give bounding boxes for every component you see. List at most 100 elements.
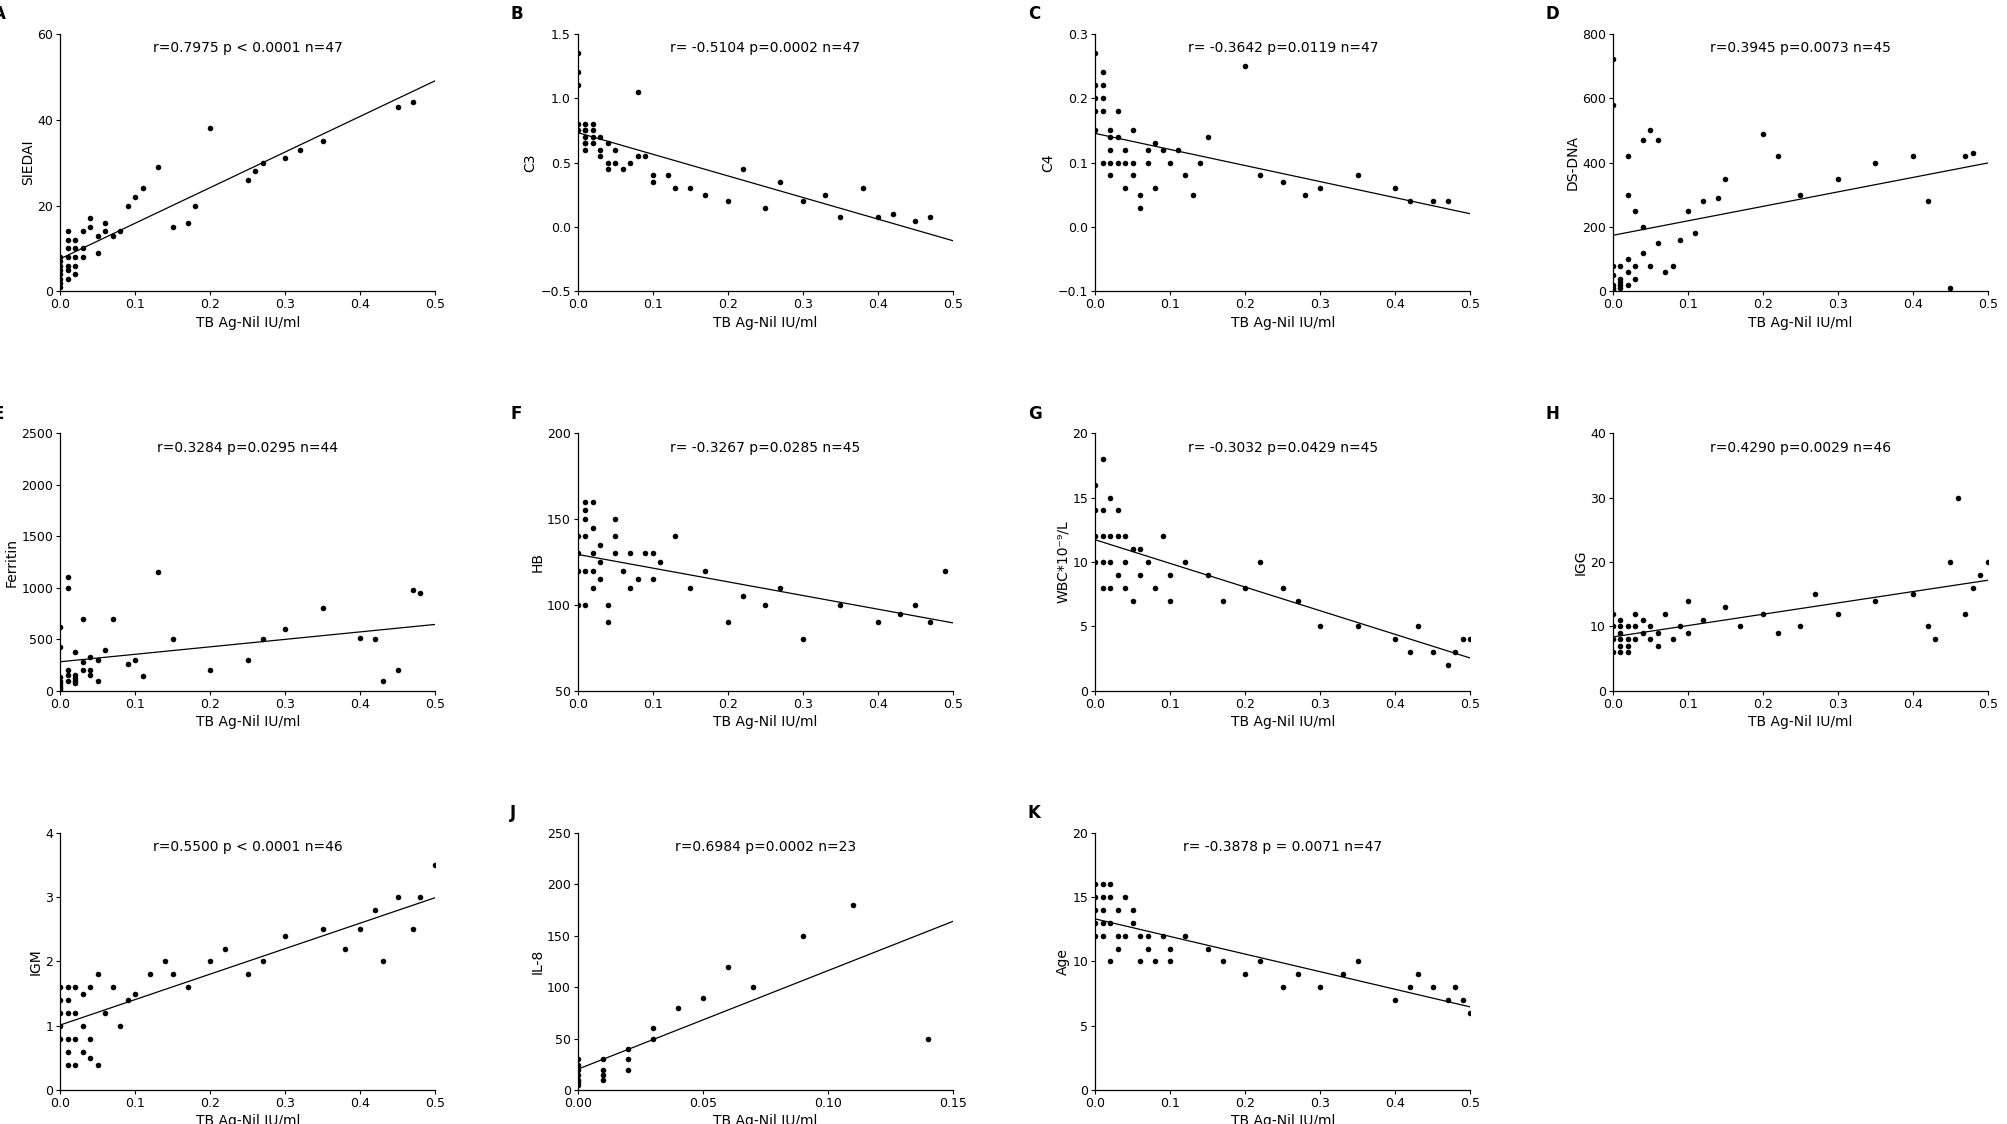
- Point: [1168, 926, 1200, 944]
- Text: r= -0.3267 p=0.0285 n=45: r= -0.3267 p=0.0285 n=45: [670, 441, 861, 455]
- Point: [231, 966, 263, 984]
- Point: [1604, 637, 1636, 655]
- Point: [44, 1017, 76, 1035]
- Point: [1116, 541, 1148, 559]
- Point: [1108, 579, 1140, 597]
- Point: [44, 681, 76, 699]
- Point: [52, 223, 84, 241]
- Point: [1604, 631, 1636, 649]
- Point: [52, 1030, 84, 1048]
- Point: [1108, 154, 1140, 172]
- Point: [861, 613, 893, 631]
- Point: [1094, 527, 1126, 545]
- Point: [562, 63, 594, 81]
- Point: [1078, 888, 1110, 906]
- Point: [343, 629, 375, 647]
- Point: [1686, 611, 1718, 629]
- Point: [1604, 277, 1636, 294]
- Y-axis label: SIEDAI: SIEDAI: [20, 139, 34, 185]
- Point: [82, 671, 114, 689]
- Point: [1341, 166, 1373, 184]
- Point: [598, 544, 630, 562]
- Point: [1184, 154, 1216, 172]
- Point: [1604, 273, 1636, 291]
- Point: [1102, 102, 1134, 120]
- Point: [592, 613, 624, 631]
- Point: [1086, 888, 1118, 906]
- Point: [1192, 128, 1224, 146]
- Point: [1094, 579, 1126, 597]
- Point: [1612, 263, 1644, 281]
- Point: [58, 667, 90, 685]
- Point: [58, 978, 90, 996]
- Point: [52, 579, 84, 597]
- Point: [1618, 605, 1650, 623]
- Point: [612, 1050, 644, 1068]
- Point: [612, 1040, 644, 1058]
- Point: [307, 133, 339, 151]
- Point: [1228, 966, 1260, 984]
- Point: [1642, 637, 1674, 655]
- Point: [913, 613, 945, 631]
- Point: [598, 510, 630, 528]
- Point: [1108, 180, 1140, 198]
- X-axis label: TB Ag-Nil IU/ml: TB Ag-Nil IU/ml: [712, 1114, 817, 1124]
- Point: [52, 239, 84, 257]
- X-axis label: TB Ag-Nil IU/ml: TB Ag-Nil IU/ml: [1748, 715, 1852, 729]
- Point: [636, 1030, 668, 1048]
- Point: [44, 253, 76, 271]
- Point: [568, 140, 600, 158]
- Point: [749, 199, 781, 217]
- Point: [749, 596, 781, 614]
- Point: [1124, 185, 1156, 203]
- Point: [52, 1043, 84, 1061]
- Point: [359, 901, 391, 919]
- Y-axis label: HB: HB: [530, 552, 544, 572]
- Point: [861, 208, 893, 226]
- Point: [1244, 952, 1276, 970]
- Point: [606, 562, 638, 580]
- Point: [149, 952, 181, 970]
- Point: [1656, 631, 1688, 649]
- X-axis label: TB Ag-Nil IU/ml: TB Ag-Nil IU/ml: [1230, 1114, 1335, 1124]
- Point: [44, 671, 76, 689]
- Point: [1146, 527, 1178, 545]
- Point: [899, 596, 931, 614]
- Point: [1116, 591, 1148, 609]
- Point: [1746, 605, 1778, 623]
- Point: [1957, 579, 1989, 597]
- Point: [1626, 611, 1658, 629]
- Text: r=0.3284 p=0.0295 n=44: r=0.3284 p=0.0295 n=44: [157, 441, 337, 455]
- Point: [1124, 541, 1156, 559]
- Point: [1086, 76, 1118, 94]
- Point: [96, 227, 128, 245]
- Point: [1393, 643, 1425, 661]
- Text: G: G: [1028, 405, 1042, 423]
- Point: [44, 618, 76, 636]
- Point: [195, 661, 227, 679]
- Point: [52, 248, 84, 266]
- Point: [66, 661, 98, 679]
- Point: [1086, 876, 1118, 894]
- X-axis label: TB Ag-Nil IU/ml: TB Ag-Nil IU/ml: [1230, 715, 1335, 729]
- Point: [1634, 617, 1666, 635]
- Point: [1596, 277, 1628, 294]
- Point: [562, 527, 594, 545]
- Point: [562, 1061, 594, 1079]
- Point: [1672, 202, 1704, 220]
- Point: [66, 1043, 98, 1061]
- Point: [1784, 617, 1816, 635]
- Point: [1746, 125, 1778, 143]
- Point: [727, 588, 759, 606]
- Point: [1206, 952, 1238, 970]
- Point: [1094, 166, 1126, 184]
- Point: [74, 667, 106, 685]
- Point: [1686, 192, 1718, 210]
- Point: [1305, 978, 1337, 996]
- Point: [1086, 579, 1118, 597]
- Point: [142, 563, 175, 581]
- Text: r=0.7975 p < 0.0001 n=47: r=0.7975 p < 0.0001 n=47: [153, 42, 343, 55]
- Point: [674, 579, 706, 597]
- Point: [1086, 914, 1118, 932]
- Point: [74, 218, 106, 236]
